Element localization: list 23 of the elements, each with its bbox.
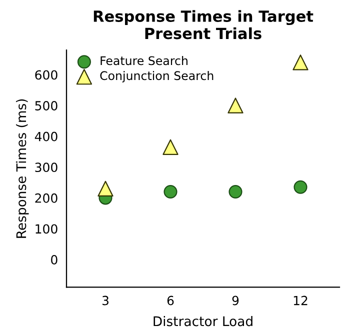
point	[228, 185, 242, 199]
chart-title: Response Times in Target Present Trials	[94, 10, 314, 40]
x-tick-label: 3	[102, 296, 108, 306]
point	[98, 180, 114, 197]
y-tick-label: 100	[36, 224, 58, 234]
legend-label: Conjunction Search	[100, 70, 214, 82]
x-axis-title: Distractor Load	[154, 316, 252, 326]
y-tick-label: 0	[51, 254, 58, 264]
y-axis-title: Response Times (ms)	[16, 99, 29, 238]
legend-label: Feature Search	[100, 56, 188, 66]
point	[162, 139, 178, 155]
y-tick-label: 600	[35, 70, 58, 80]
x-tick-label: 6	[167, 296, 174, 306]
y-tick-label: 500	[35, 101, 58, 110]
y-tick-label: 200	[35, 193, 58, 203]
x-tick-label: 12	[294, 296, 308, 306]
point	[228, 98, 244, 114]
y-tick-label: 400	[34, 132, 58, 142]
x-tick-label: 9	[232, 296, 239, 306]
point	[294, 180, 308, 194]
y-tick-label: 300	[35, 162, 58, 172]
point	[164, 185, 178, 199]
point	[292, 54, 308, 70]
